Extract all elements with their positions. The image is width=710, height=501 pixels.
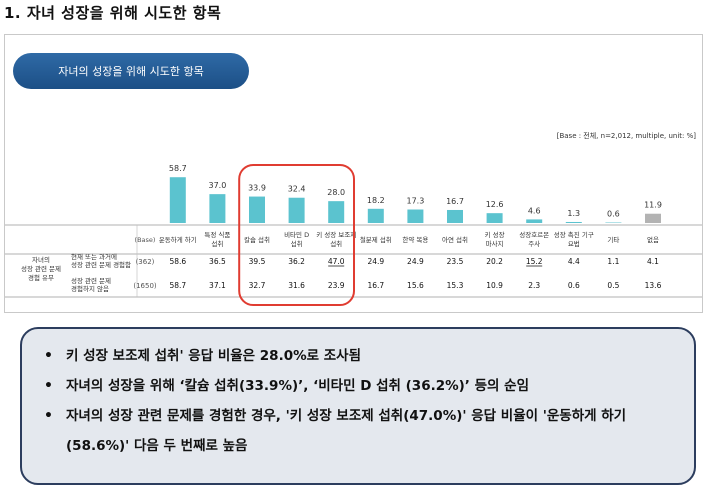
bar-value-label-4: 32.4 xyxy=(288,185,306,194)
row-group-label-line3: 경험 유무 xyxy=(28,273,54,282)
summary-item-1: 키 성장 보조제 섭취' 응답 비율은 28.0%로 조사됨 xyxy=(44,341,674,371)
summary-box: 키 성장 보조제 섭취' 응답 비율은 28.0%로 조사됨 자녀의 성장을 위… xyxy=(20,327,696,485)
bar-4 xyxy=(288,197,305,223)
row-1-cell-12: 1.1 xyxy=(607,257,619,266)
row-1-cell-7: 24.9 xyxy=(407,257,424,266)
bar-1 xyxy=(169,177,186,223)
row-1-label-line1: 현재 또는 과거에 xyxy=(71,252,117,261)
category-label-4-line1: 비타민 D xyxy=(284,230,309,239)
row-1-cell-1: 58.6 xyxy=(169,257,186,266)
row-2-cell-7: 15.6 xyxy=(407,281,424,290)
category-label-5-line2: 섭취 xyxy=(330,239,342,248)
category-label-7: 한약 복용 xyxy=(402,235,428,244)
row-2-cell-12: 0.5 xyxy=(607,281,619,290)
bar-10 xyxy=(526,219,543,223)
row-1-cell-5: 47.0 xyxy=(328,257,345,266)
bar-value-label-3: 33.9 xyxy=(248,184,266,193)
category-label-13: 없음 xyxy=(647,236,659,244)
category-label-8: 아연 섭취 xyxy=(442,235,468,244)
category-label-9-line2: 마사지 xyxy=(486,239,504,248)
category-label-10-line1: 성장호르몬 xyxy=(519,230,549,239)
row-1-cell-4: 36.2 xyxy=(288,257,305,266)
category-label-4-line2: 섭취 xyxy=(291,239,303,248)
row-1-cell-10: 15.2 xyxy=(526,257,543,266)
summary-item-2: 자녀의 성장을 위해 ‘칼슘 섭취(33.9%)’, ‘비타민 D 섭취 (36… xyxy=(44,371,674,401)
row-2-cell-8: 15.3 xyxy=(447,281,464,290)
row-2-base: (1650) xyxy=(133,282,157,290)
row-2-label-line1: 성장 관련 문제 xyxy=(71,276,111,285)
bar-value-label-7: 17.3 xyxy=(406,197,424,206)
row-2-cell-10: 2.3 xyxy=(528,281,540,290)
category-label-9-line1: 키 성장 xyxy=(485,230,505,239)
bar-value-label-9: 12.6 xyxy=(486,200,504,209)
row-1-cell-9: 20.2 xyxy=(486,257,503,266)
category-label-3: 칼슘 섭취 xyxy=(244,235,270,244)
row-1-cell-13: 4.1 xyxy=(647,257,659,266)
category-label-12: 기타 xyxy=(607,235,619,244)
category-label-2-line2: 섭취 xyxy=(211,239,223,248)
bar-5 xyxy=(328,201,345,223)
report-panel: 자녀의 성장을 위해 시도한 항목 [Base : 전체, n=2,012, m… xyxy=(4,34,703,313)
category-label-2-line1: 특정 식품 xyxy=(204,230,230,239)
row-group-label-line1: 자녀의 xyxy=(32,255,50,264)
row-2-cell-6: 16.7 xyxy=(367,281,384,290)
chart-title-pill: 자녀의 성장을 위해 시도한 항목 xyxy=(13,53,249,89)
row-2-cell-13: 13.6 xyxy=(645,281,662,290)
bar-value-label-11: 1.3 xyxy=(567,209,580,218)
bar-value-label-5: 28.0 xyxy=(327,188,345,197)
bar-value-label-8: 16.7 xyxy=(446,197,464,206)
row-2-cell-9: 10.9 xyxy=(486,281,503,290)
page-heading: 1. 자녀 성장을 위해 시도한 항목 xyxy=(4,4,222,22)
row-1-cell-3: 39.5 xyxy=(249,257,266,266)
bar-7 xyxy=(407,209,424,223)
row-1-cell-11: 4.4 xyxy=(568,257,580,266)
row-1-cell-6: 24.9 xyxy=(367,257,384,266)
row-2-cell-3: 32.7 xyxy=(249,281,266,290)
bar-value-label-1: 58.7 xyxy=(169,164,187,173)
row-2-label-line2: 경험하지 않음 xyxy=(71,284,109,293)
row-2-cell-1: 58.7 xyxy=(169,281,186,290)
base-header: (Base) xyxy=(135,236,156,244)
row-2-cell-4: 31.6 xyxy=(288,281,305,290)
row-group-label-line2: 성장 관련 문제 xyxy=(21,264,61,273)
bar-2 xyxy=(209,194,226,223)
bar-11 xyxy=(565,221,582,223)
category-label-6: 철분제 섭취 xyxy=(360,235,392,244)
bar-9 xyxy=(486,213,503,223)
row-2-cell-5: 23.9 xyxy=(328,281,345,290)
bar-value-label-6: 18.2 xyxy=(367,196,385,205)
bar-value-label-10: 4.6 xyxy=(528,206,541,215)
category-label-11-line2: 요법 xyxy=(568,239,580,248)
base-note: [Base : 전체, n=2,012, multiple, unit: %] xyxy=(556,132,696,140)
bar-3 xyxy=(249,196,265,223)
category-label-11-line1: 성장 촉진 기구 xyxy=(554,230,594,239)
row-2-cell-11: 0.6 xyxy=(568,281,580,290)
highlight-box xyxy=(238,164,355,306)
category-label-5-line1: 키 성장 보조제 xyxy=(316,230,356,239)
bar-13 xyxy=(645,213,661,223)
bar-value-label-2: 37.0 xyxy=(208,181,226,190)
bar-value-label-12: 0.6 xyxy=(607,210,620,219)
row-1-label-line2: 성장 관련 문제 경험함 xyxy=(71,260,131,269)
row-1-cell-8: 23.5 xyxy=(447,257,464,266)
category-label-1: 운동하게 하기 xyxy=(159,235,197,244)
category-label-10-line2: 주사 xyxy=(528,239,540,248)
bar-6 xyxy=(367,208,384,223)
bar-8 xyxy=(447,209,463,223)
bar-value-label-13: 11.9 xyxy=(644,201,662,210)
row-2-cell-2: 37.1 xyxy=(209,281,226,290)
row-1-base: (362) xyxy=(136,258,155,266)
row-1-cell-2: 36.5 xyxy=(209,257,226,266)
summary-item-3: 자녀의 성장 관련 문제를 경험한 경우, '키 성장 보조제 섭취(47.0%… xyxy=(44,401,674,461)
